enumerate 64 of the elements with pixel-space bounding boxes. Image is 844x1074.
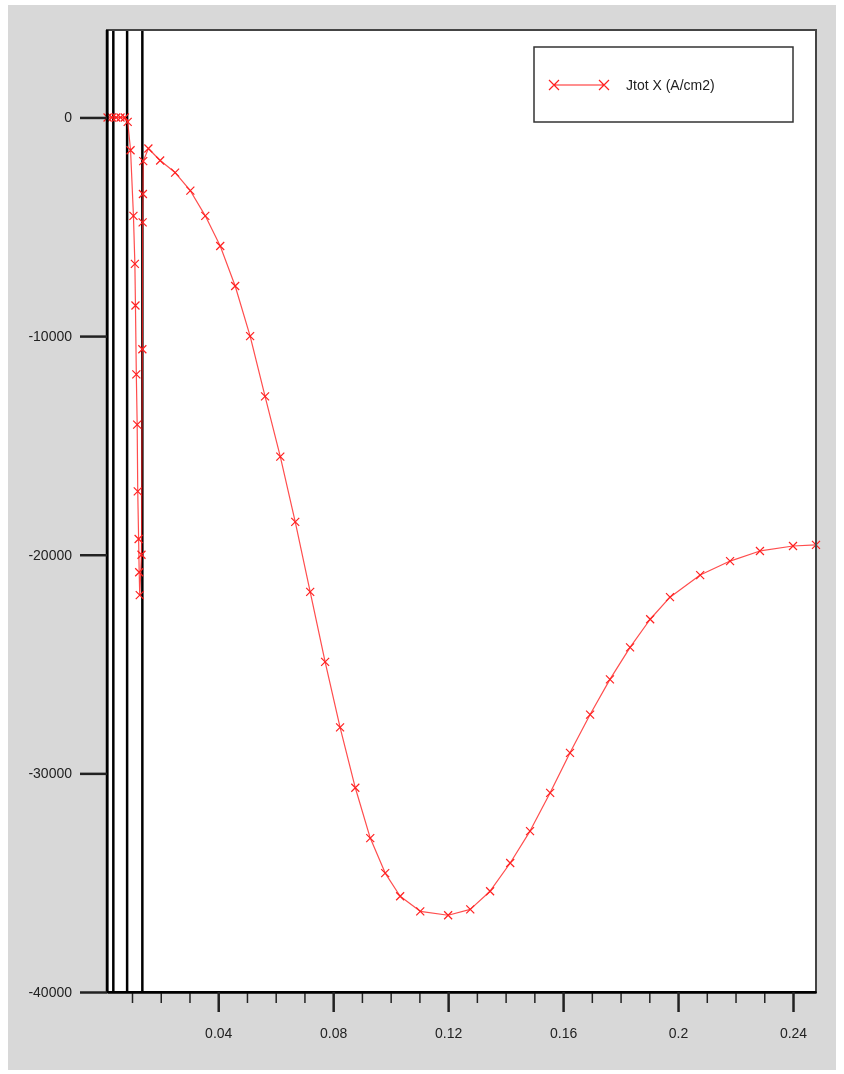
- y-tick-label: -40000: [28, 983, 73, 1000]
- point: [585, 709, 595, 720]
- point: [625, 642, 635, 653]
- point: [138, 189, 148, 199]
- point: [134, 534, 144, 544]
- point: [138, 217, 148, 227]
- point: [665, 592, 675, 602]
- point: [275, 451, 285, 462]
- point: [185, 186, 195, 196]
- point: [130, 300, 141, 311]
- x-tick-label: 0.04: [205, 1024, 233, 1041]
- point: [215, 241, 225, 251]
- point: [645, 614, 655, 624]
- point: [138, 156, 148, 166]
- point: [365, 833, 375, 843]
- y-tick-label: 0: [64, 109, 73, 126]
- point: [755, 546, 765, 556]
- point: [136, 550, 147, 560]
- y-tick-label: -30000: [28, 765, 73, 782]
- legend-label: Jtot X (A/cm2): [626, 77, 715, 93]
- point: [245, 331, 255, 341]
- point: [290, 517, 300, 527]
- point: [133, 486, 143, 496]
- point: [305, 587, 315, 597]
- point: [443, 910, 453, 920]
- point: [565, 748, 575, 758]
- point: [128, 211, 139, 221]
- point: [134, 567, 144, 577]
- x-tick-label: 0.2: [668, 1024, 689, 1041]
- point: [137, 344, 147, 354]
- y-tick-label: -20000: [28, 546, 73, 563]
- point: [605, 674, 615, 684]
- point: [350, 783, 360, 793]
- point: [788, 541, 798, 551]
- point: [725, 556, 735, 566]
- point: [125, 145, 136, 155]
- point: [200, 211, 210, 221]
- point: [130, 259, 140, 269]
- point: [260, 391, 270, 402]
- x-tick-label: 0.08: [320, 1024, 348, 1041]
- point: [395, 891, 405, 901]
- point: [170, 167, 180, 178]
- point: [485, 886, 495, 896]
- point: [155, 155, 165, 166]
- point: [230, 281, 240, 291]
- point: [545, 788, 555, 798]
- x-tick-label: 0.12: [435, 1024, 463, 1041]
- y-tick-label: -10000: [28, 328, 73, 345]
- point: [415, 906, 425, 916]
- point: [811, 540, 821, 550]
- point: [320, 657, 330, 667]
- point: [465, 904, 475, 914]
- x-tick-label: 0.24: [779, 1024, 808, 1041]
- point: [132, 420, 142, 430]
- point: [123, 117, 133, 127]
- point: [505, 858, 515, 868]
- point: [335, 722, 345, 733]
- point: [135, 590, 145, 600]
- point: [525, 826, 535, 836]
- point: [143, 143, 153, 154]
- point: [695, 570, 705, 580]
- point: [131, 369, 141, 379]
- x-tick-label: 0.16: [549, 1024, 578, 1041]
- point: [380, 868, 390, 878]
